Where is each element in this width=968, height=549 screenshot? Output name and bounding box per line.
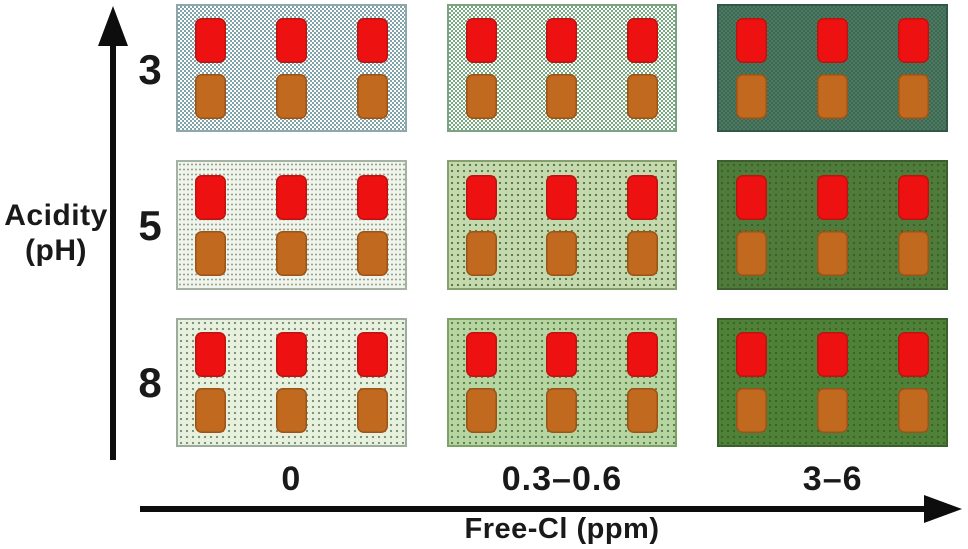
red-sample-swatch bbox=[897, 174, 929, 220]
panel-ph5-cl0 bbox=[176, 160, 407, 290]
red-sample-swatch bbox=[546, 17, 578, 63]
orange-sample-swatch bbox=[817, 230, 849, 276]
orange-sample-row bbox=[195, 388, 388, 433]
orange-sample-swatch bbox=[546, 230, 578, 276]
red-sample-row bbox=[465, 174, 659, 220]
red-sample-swatch bbox=[897, 17, 929, 63]
x-tick-cl-0: 0 bbox=[281, 460, 302, 498]
y-axis-arrow bbox=[98, 6, 128, 460]
x-axis-ticks: 0 0.3–0.6 3–6 bbox=[176, 458, 948, 500]
orange-sample-swatch bbox=[275, 388, 307, 433]
orange-sample-swatch bbox=[195, 388, 226, 433]
x-axis-arrow bbox=[140, 495, 962, 523]
orange-sample-swatch bbox=[275, 73, 307, 119]
red-sample-swatch bbox=[736, 174, 768, 220]
orange-sample-row bbox=[195, 73, 388, 119]
orange-sample-row bbox=[736, 230, 929, 276]
x-axis-title: Free-Cl (ppm) bbox=[464, 513, 660, 545]
orange-sample-swatch bbox=[356, 230, 388, 276]
red-sample-row bbox=[195, 332, 388, 377]
red-sample-swatch bbox=[546, 332, 578, 377]
red-sample-swatch bbox=[356, 17, 388, 63]
red-sample-swatch bbox=[627, 174, 659, 220]
red-sample-row bbox=[195, 174, 388, 220]
y-tick-ph-8: 8 bbox=[138, 359, 162, 406]
orange-sample-swatch bbox=[817, 388, 849, 433]
red-sample-swatch bbox=[627, 17, 659, 63]
red-sample-swatch bbox=[897, 332, 929, 377]
red-sample-swatch bbox=[356, 332, 388, 377]
orange-sample-swatch bbox=[356, 388, 388, 433]
panel-ph8-cl0306 bbox=[446, 318, 678, 447]
red-sample-swatch bbox=[195, 17, 226, 63]
orange-sample-swatch bbox=[195, 73, 226, 119]
red-sample-swatch bbox=[627, 332, 659, 377]
orange-sample-swatch bbox=[736, 388, 768, 433]
y-tick-ph-3: 3 bbox=[138, 46, 162, 93]
red-sample-swatch bbox=[736, 332, 768, 377]
orange-sample-swatch bbox=[897, 388, 929, 433]
orange-sample-swatch bbox=[627, 230, 659, 276]
orange-sample-swatch bbox=[736, 73, 768, 119]
red-sample-swatch bbox=[736, 17, 768, 63]
red-sample-row bbox=[736, 174, 929, 220]
orange-sample-swatch bbox=[195, 230, 226, 276]
orange-sample-swatch bbox=[546, 73, 578, 119]
red-sample-swatch bbox=[465, 174, 497, 220]
y-axis-title-line2: (pH) bbox=[25, 234, 87, 268]
panel-ph3-cl0 bbox=[176, 4, 407, 132]
red-sample-row bbox=[195, 17, 388, 63]
panel-ph8-cl36 bbox=[717, 318, 948, 447]
orange-sample-swatch bbox=[275, 230, 307, 276]
red-sample-swatch bbox=[465, 332, 497, 377]
orange-sample-swatch bbox=[546, 388, 578, 433]
red-sample-swatch bbox=[546, 174, 578, 220]
orange-sample-swatch bbox=[465, 230, 497, 276]
orange-sample-swatch bbox=[897, 73, 929, 119]
orange-sample-swatch bbox=[465, 388, 497, 433]
orange-sample-swatch bbox=[817, 73, 849, 119]
red-sample-swatch bbox=[275, 17, 307, 63]
orange-sample-swatch bbox=[627, 388, 659, 433]
orange-sample-swatch bbox=[465, 73, 497, 119]
red-sample-swatch bbox=[275, 332, 307, 377]
red-sample-swatch bbox=[817, 332, 849, 377]
red-sample-swatch bbox=[195, 332, 226, 377]
orange-sample-row bbox=[465, 73, 659, 119]
orange-sample-swatch bbox=[897, 230, 929, 276]
y-axis-title: Acidity (pH) bbox=[0, 198, 116, 269]
orange-sample-row bbox=[465, 230, 659, 276]
panel-ph5-cl36 bbox=[717, 160, 948, 290]
y-axis-title-line1: Acidity bbox=[4, 199, 108, 232]
panel-ph3-cl36 bbox=[717, 4, 948, 132]
orange-sample-row bbox=[465, 388, 659, 433]
panel-grid bbox=[176, 4, 948, 447]
orange-sample-swatch bbox=[356, 73, 388, 119]
red-sample-row bbox=[465, 17, 659, 63]
red-sample-row bbox=[465, 332, 659, 377]
red-sample-swatch bbox=[195, 174, 226, 220]
red-sample-swatch bbox=[817, 174, 849, 220]
orange-sample-row bbox=[736, 73, 929, 119]
red-sample-swatch bbox=[465, 17, 497, 63]
x-tick-cl-0306: 0.3–0.6 bbox=[501, 460, 623, 498]
red-sample-swatch bbox=[275, 174, 307, 220]
red-sample-row bbox=[736, 17, 929, 63]
y-tick-ph-5: 5 bbox=[138, 202, 162, 249]
orange-sample-row bbox=[736, 388, 929, 433]
x-tick-cl-36: 3–6 bbox=[802, 460, 863, 498]
panel-ph5-cl0306 bbox=[446, 160, 678, 290]
red-sample-swatch bbox=[817, 17, 849, 63]
panel-ph3-cl0306 bbox=[446, 4, 678, 132]
orange-sample-swatch bbox=[627, 73, 659, 119]
red-sample-row bbox=[736, 332, 929, 377]
orange-sample-swatch bbox=[736, 230, 768, 276]
panel-ph8-cl0 bbox=[176, 318, 407, 447]
red-sample-swatch bbox=[356, 174, 388, 220]
orange-sample-row bbox=[195, 230, 388, 276]
